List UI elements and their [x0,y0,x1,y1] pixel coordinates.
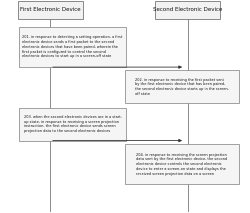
Text: 201. in response to detecting a setting operation, a first
electronic device sen: 201. in response to detecting a setting … [22,35,123,58]
Bar [19,27,126,67]
Bar [125,144,239,184]
Text: First Electronic Device: First Electronic Device [20,7,80,12]
Bar [19,108,126,141]
Text: 203. when the second electronic devices are in a start-
up state, in response to: 203. when the second electronic devices … [24,115,122,133]
Text: Second Electronic Device: Second Electronic Device [153,7,222,12]
Bar [155,1,220,19]
Text: 202. in response to receiving the first packet sent
by the first electronic devi: 202. in response to receiving the first … [135,78,229,96]
Bar [125,70,239,103]
Bar [18,1,82,19]
Text: 204. in response to receiving the screen projection
data sent by the first elect: 204. in response to receiving the screen… [136,153,228,176]
